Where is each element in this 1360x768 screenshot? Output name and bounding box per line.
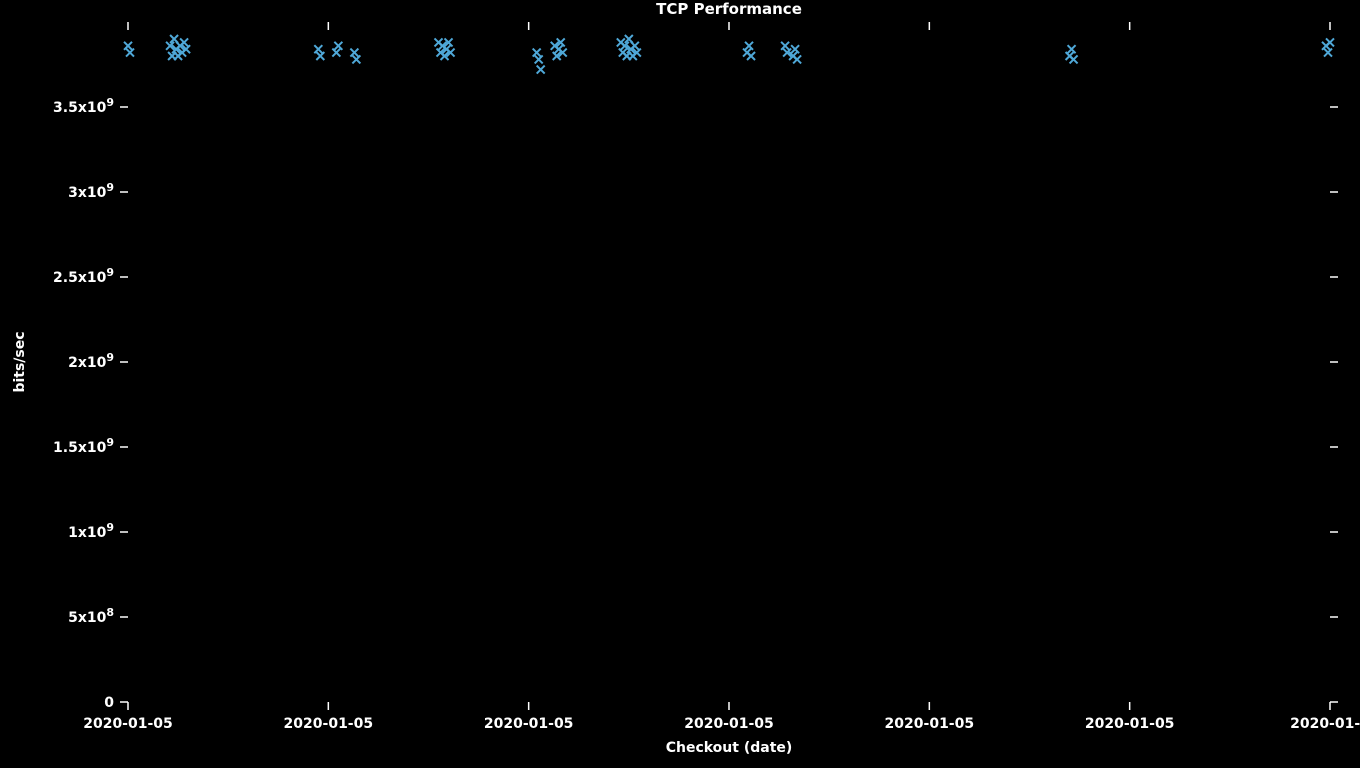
data-series bbox=[124, 35, 1334, 74]
data-point bbox=[631, 42, 639, 50]
x-tick-label: 2020-01-05 bbox=[484, 716, 574, 732]
data-point bbox=[316, 52, 324, 60]
tcp-performance-chart: TCP Performance 0 5x108 1x109 1.5x109 2x109 2.… bbox=[0, 0, 1360, 768]
y-tick-label: 1.5x109 bbox=[53, 436, 114, 456]
data-point bbox=[314, 45, 322, 53]
y-tick-label: 3.5x109 bbox=[53, 96, 114, 116]
data-point bbox=[334, 42, 342, 50]
data-point bbox=[791, 45, 799, 53]
chart-container: TCP Performance 0 5x108 1x109 1.5x109 2x109 2.… bbox=[0, 0, 1360, 768]
data-point bbox=[1068, 45, 1076, 53]
x-tick-label: 2020-01-0 bbox=[1290, 716, 1360, 732]
data-point bbox=[350, 49, 358, 57]
data-point bbox=[747, 52, 755, 60]
data-point bbox=[535, 55, 543, 63]
x-axis-label: Checkout (date) bbox=[666, 740, 793, 756]
data-point bbox=[793, 55, 801, 63]
data-point bbox=[126, 49, 134, 57]
x-tick-label: 2020-01-05 bbox=[284, 716, 374, 732]
data-point bbox=[745, 42, 753, 50]
y-tick-label: 1x109 bbox=[68, 521, 114, 541]
y-tick-label: 2x109 bbox=[68, 351, 114, 371]
data-point bbox=[533, 49, 541, 57]
y-tick-label: 2.5x109 bbox=[53, 266, 114, 286]
data-point bbox=[332, 49, 340, 57]
y-tick-label: 3x109 bbox=[68, 181, 114, 201]
data-point bbox=[124, 42, 132, 50]
x-tick-label: 2020-01-05 bbox=[1085, 716, 1175, 732]
data-point bbox=[180, 38, 188, 46]
data-point bbox=[352, 55, 360, 63]
data-point bbox=[537, 66, 545, 74]
y-tick-label: 0 bbox=[104, 695, 114, 711]
x-tick-label: 2020-01-05 bbox=[684, 716, 774, 732]
chart-title: TCP Performance bbox=[656, 0, 802, 18]
y-tick-label: 5x108 bbox=[68, 606, 114, 626]
data-point bbox=[1324, 49, 1332, 57]
x-tick-label: 2020-01-05 bbox=[885, 716, 975, 732]
x-tick-label: 2020-01-05 bbox=[83, 716, 173, 732]
data-point bbox=[1326, 38, 1334, 46]
y-axis-label: bits/sec bbox=[12, 331, 28, 392]
data-point bbox=[1070, 55, 1078, 63]
data-point bbox=[781, 42, 789, 50]
